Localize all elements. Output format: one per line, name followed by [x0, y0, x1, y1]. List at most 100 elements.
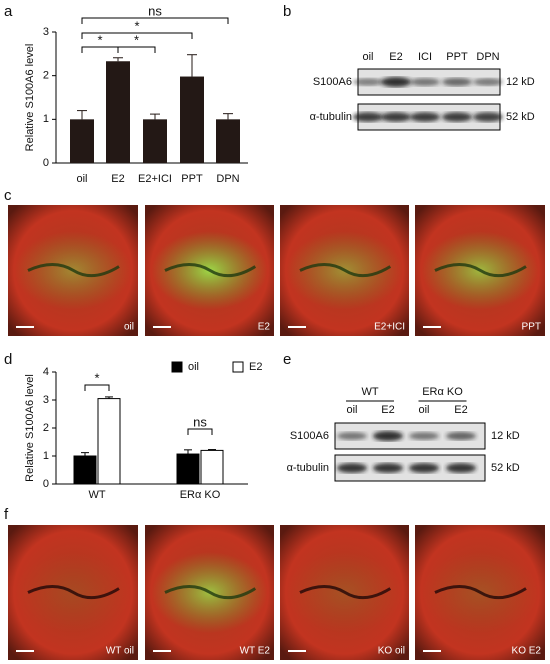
- bar: [216, 119, 240, 163]
- significance-bracket: [187, 428, 213, 435]
- blot-band: [473, 78, 503, 86]
- significance-bracket: [84, 384, 110, 391]
- lumen: [27, 585, 120, 600]
- blot-band: [373, 463, 403, 473]
- x-tick-label: oil: [76, 173, 87, 185]
- image-label: WT E2: [240, 646, 271, 657]
- lane-label: E2: [389, 51, 402, 63]
- significance-bracket: [81, 46, 119, 53]
- significance-bracket: [81, 17, 229, 24]
- group-label: ERα KO: [422, 386, 463, 398]
- bar: [143, 119, 167, 163]
- lumen: [164, 263, 257, 278]
- bar: [180, 76, 204, 163]
- significance-label: *: [94, 370, 99, 385]
- blot-row-label: α-tubulin: [310, 111, 352, 123]
- panel-letter: e: [283, 351, 291, 368]
- legend-label: E2: [249, 361, 262, 373]
- y-tick-label: 4: [43, 366, 49, 378]
- y-tick-label: 2: [43, 70, 49, 82]
- x-tick-label: WT: [88, 489, 105, 501]
- blot-size-label: 52 kD: [491, 462, 520, 474]
- image-label: KO oil: [378, 646, 405, 657]
- significance-bracket: [117, 46, 156, 53]
- y-tick-label: 0: [43, 157, 49, 169]
- image-label: KO E2: [512, 646, 542, 657]
- x-tick-label: PPT: [181, 173, 203, 185]
- y-tick-label: 3: [43, 394, 49, 406]
- blot-band: [353, 78, 383, 86]
- legend-label: oil: [188, 361, 199, 373]
- lumen: [164, 585, 257, 600]
- x-tick-label: ERα KO: [180, 489, 221, 501]
- y-axis-label: Relative S100A6 level: [24, 374, 36, 482]
- blot-band: [381, 77, 411, 87]
- lumen: [299, 585, 392, 600]
- significance-label: ns: [193, 414, 207, 429]
- lumen: [434, 263, 527, 278]
- lumen: [299, 263, 392, 278]
- image-label: PPT: [522, 322, 541, 333]
- image-label: E2+ICI: [374, 322, 405, 333]
- significance-label: *: [97, 32, 102, 47]
- blot-row-label: α-tubulin: [287, 462, 329, 474]
- image-label: WT oil: [106, 646, 134, 657]
- significance-bracket: [81, 32, 193, 39]
- lumen: [27, 263, 120, 278]
- legend-swatch: [232, 361, 244, 373]
- lumen: [434, 585, 527, 600]
- lane-label: oil: [346, 404, 357, 416]
- blot-band: [442, 112, 472, 122]
- y-tick-label: 1: [43, 450, 49, 462]
- blot-band: [409, 463, 439, 473]
- panel-letter: b: [283, 3, 291, 20]
- bar: [200, 449, 224, 485]
- bar: [106, 61, 130, 163]
- panel-letter: a: [4, 3, 13, 20]
- blot-band: [410, 112, 440, 122]
- x-tick-label: DPN: [216, 173, 239, 185]
- panel-letter: f: [4, 506, 9, 523]
- y-tick-label: 2: [43, 422, 49, 434]
- panel-letter: d: [4, 351, 12, 368]
- x-tick-label: E2: [111, 173, 124, 185]
- blot-band: [353, 112, 383, 122]
- blot-band: [446, 431, 476, 441]
- legend-swatch: [171, 361, 183, 373]
- lane-label: ICI: [418, 51, 432, 63]
- blot-band: [409, 432, 439, 440]
- bar: [97, 398, 121, 485]
- blot-size-label: 52 kD: [506, 111, 535, 123]
- blot-band: [442, 78, 472, 86]
- panel-letter: c: [4, 187, 12, 204]
- bar: [73, 455, 97, 485]
- blot-band: [381, 112, 411, 122]
- blot-row-label: S100A6: [313, 76, 352, 88]
- blot-band: [410, 78, 440, 86]
- y-tick-label: 3: [43, 26, 49, 38]
- image-label: E2: [258, 322, 271, 333]
- image-label: oil: [124, 322, 134, 333]
- blot-band: [473, 112, 503, 122]
- blot-size-label: 12 kD: [506, 76, 535, 88]
- y-axis-label: Relative S100A6 level: [24, 44, 36, 152]
- lane-label: E2: [454, 404, 467, 416]
- lane-label: E2: [381, 404, 394, 416]
- bar: [70, 119, 94, 163]
- group-label: WT: [361, 386, 378, 398]
- significance-label: *: [134, 18, 139, 33]
- blot-row-label: S100A6: [290, 430, 329, 442]
- bar: [176, 453, 200, 485]
- blot-band: [337, 432, 367, 440]
- x-tick-label: E2+ICI: [138, 173, 172, 185]
- blot-size-label: 12 kD: [491, 430, 520, 442]
- blot-band: [337, 463, 367, 473]
- lane-label: oil: [418, 404, 429, 416]
- significance-label: ns: [148, 3, 162, 18]
- y-tick-label: 0: [43, 478, 49, 490]
- blot-band: [373, 431, 403, 441]
- blot-band: [446, 463, 476, 473]
- lane-label: DPN: [476, 51, 499, 63]
